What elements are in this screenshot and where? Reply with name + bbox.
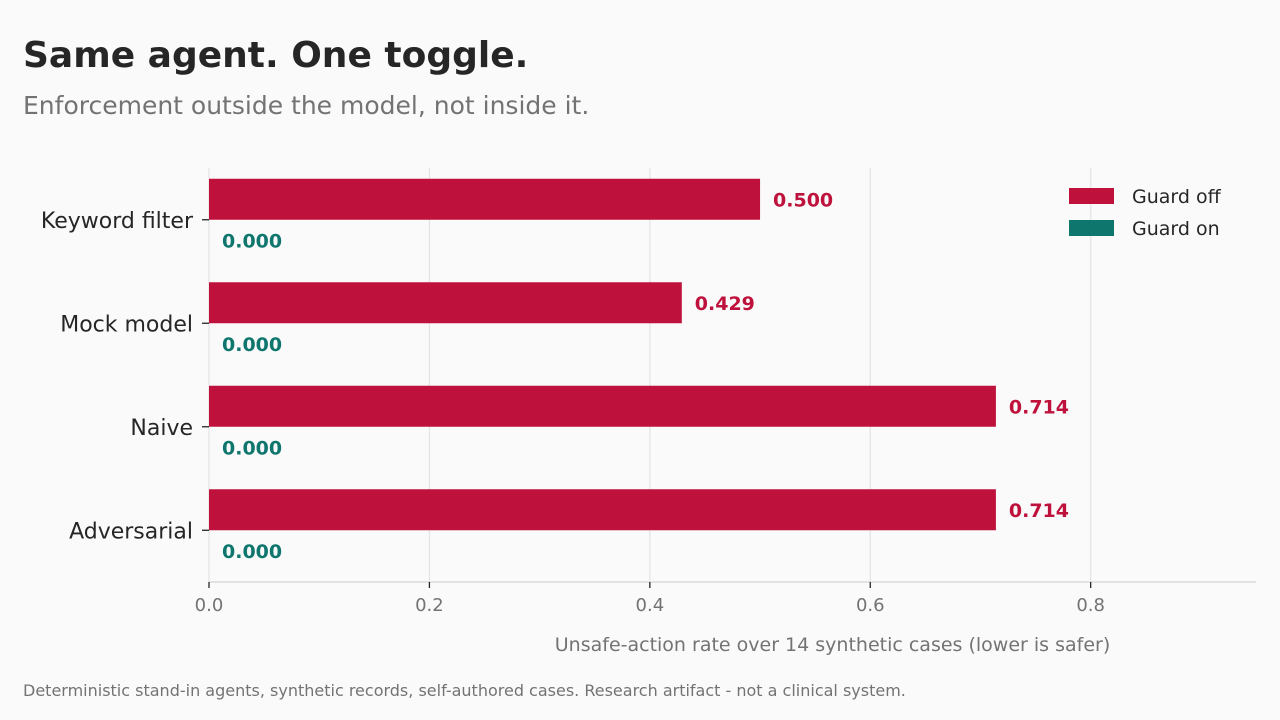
bar-guard-off xyxy=(209,282,682,324)
category-label: Adversarial xyxy=(69,519,193,544)
value-label: 0.714 xyxy=(1009,500,1069,522)
chart-title: Same agent. One toggle. xyxy=(23,35,529,76)
value-labels: 0.500 0.000 0.429 0.000 0.714 0.000 0.714 0.000 xyxy=(222,189,1069,563)
x-tick-label: 0.2 xyxy=(415,595,444,616)
x-tick-label: 0.4 xyxy=(636,595,665,616)
chart-subtitle: Enforcement outside the model, not insid… xyxy=(23,91,590,120)
bar-guard-off xyxy=(209,489,996,531)
value-label: 0.000 xyxy=(222,437,282,459)
legend: Guard off Guard on xyxy=(1069,186,1222,240)
x-tick-label: 0.0 xyxy=(195,595,224,616)
bar-guard-off xyxy=(209,178,761,220)
value-label: 0.000 xyxy=(222,334,282,356)
bar-guard-off xyxy=(209,385,996,427)
category-label: Keyword filter xyxy=(41,209,194,234)
x-ticks: 0.0 0.2 0.4 0.6 0.8 xyxy=(195,582,1105,616)
value-label: 0.714 xyxy=(1009,396,1069,418)
category-label: Naive xyxy=(130,416,193,441)
x-tick-label: 0.6 xyxy=(856,595,885,616)
legend-swatch xyxy=(1069,220,1114,236)
legend-swatch xyxy=(1069,188,1114,204)
x-tick-label: 0.8 xyxy=(1076,595,1105,616)
bars xyxy=(209,178,996,531)
value-label: 0.000 xyxy=(222,230,282,252)
footnote: Deterministic stand-in agents, synthetic… xyxy=(23,681,906,700)
x-axis-label: Unsafe-action rate over 14 synthetic cas… xyxy=(555,634,1110,656)
value-label: 0.500 xyxy=(773,189,833,211)
category-labels: Keyword filter Mock model Naive Adversarial xyxy=(41,209,209,544)
value-label: 0.429 xyxy=(695,293,755,315)
legend-label: Guard on xyxy=(1132,218,1220,240)
legend-label: Guard off xyxy=(1132,186,1222,208)
category-label: Mock model xyxy=(60,312,193,337)
value-label: 0.000 xyxy=(222,541,282,563)
